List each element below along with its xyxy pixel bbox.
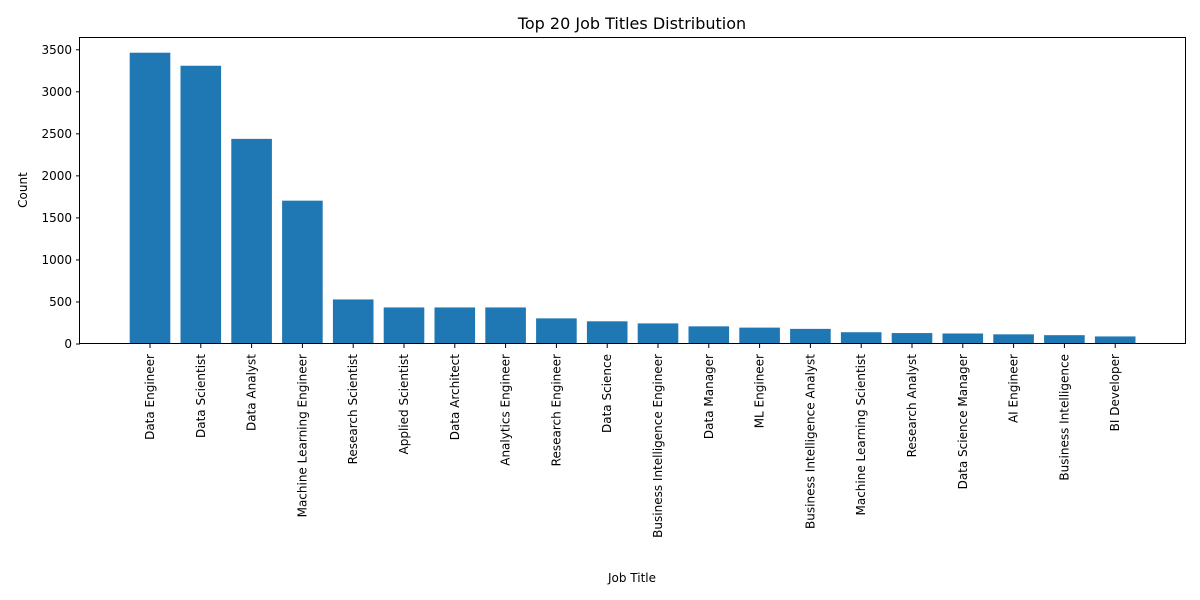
x-tick-label: Business Intelligence Analyst: [803, 354, 817, 529]
x-tick-label: Applied Scientist: [397, 354, 411, 455]
bar: [434, 307, 476, 344]
x-axis-ticks: Data Engineer Data Scientist Data Analyst M…: [143, 344, 1122, 538]
chart-title: Top 20 Job Titles Distribution: [517, 14, 746, 33]
x-tick-label: ML Engineer: [753, 354, 767, 428]
x-tick-label: Data Engineer: [143, 354, 157, 440]
y-axis-ticks: 0 500 1000 1500 2000 2500 3000 3500: [41, 43, 80, 351]
x-tick-label: Data Science: [600, 354, 614, 433]
y-tick-label: 2500: [41, 127, 72, 141]
y-tick-label: 3000: [41, 85, 72, 99]
bar: [332, 299, 374, 344]
plot-frame: [79, 37, 1186, 344]
x-tick-label: Data Science Manager: [956, 354, 970, 489]
x-tick-label: Business Intelligence Engineer: [651, 354, 665, 538]
bar: [637, 323, 679, 344]
bar: [231, 138, 272, 344]
x-tick-label: Data Analyst: [245, 354, 259, 431]
y-tick-label: 3500: [41, 43, 72, 57]
y-tick-label: 1000: [41, 253, 72, 267]
bar: [739, 327, 780, 344]
bar: [1044, 335, 1085, 344]
x-tick-label: AI Engineer: [1007, 354, 1021, 423]
bar: [383, 307, 425, 344]
x-tick-label: Research Analyst: [905, 354, 919, 458]
bar: [536, 318, 577, 344]
x-tick-label: BI Developer: [1108, 354, 1122, 431]
x-tick-label: Business Intelligence: [1057, 354, 1071, 481]
bar: [129, 52, 171, 345]
x-tick-label: Machine Learning Engineer: [295, 354, 309, 517]
bars-group: [129, 52, 1136, 345]
y-axis-label: Count: [16, 172, 30, 208]
bar: [840, 332, 882, 344]
y-tick-label: 1500: [41, 211, 72, 225]
bar: [790, 328, 831, 344]
x-tick-label: Machine Learning Scientist: [854, 354, 868, 516]
bar: [688, 326, 730, 344]
bar: [180, 65, 222, 345]
x-tick-label: Research Engineer: [549, 354, 563, 466]
x-tick-label: Data Scientist: [194, 354, 208, 438]
bar: [586, 321, 628, 344]
y-tick-label: 0: [64, 337, 72, 351]
bar: [1094, 336, 1136, 344]
bar: [942, 333, 984, 344]
bar: [282, 200, 323, 344]
x-tick-label: Analytics Engineer: [499, 354, 513, 466]
y-tick-label: 500: [49, 295, 72, 309]
x-tick-label: Research Scientist: [346, 354, 360, 465]
x-tick-label: Data Architect: [448, 354, 462, 441]
bar: [891, 333, 933, 344]
bar: [485, 307, 526, 344]
x-axis-label: Job Title: [607, 571, 656, 585]
bar: [993, 334, 1034, 344]
y-tick-label: 2000: [41, 169, 72, 183]
x-tick-label: Data Manager: [702, 354, 716, 439]
